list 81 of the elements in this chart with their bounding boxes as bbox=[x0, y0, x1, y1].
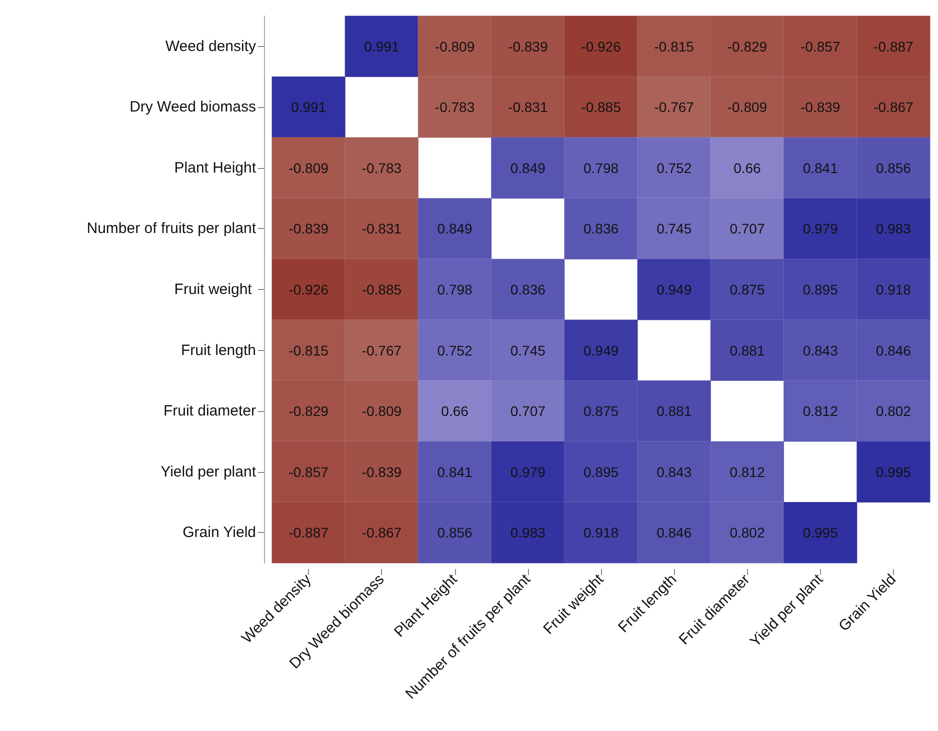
data-label: 0.846 bbox=[876, 342, 912, 358]
data-label: 0.843 bbox=[656, 464, 692, 480]
data-label: 0.918 bbox=[876, 282, 912, 298]
data-label: -0.887 bbox=[288, 524, 329, 541]
data-label: -0.815 bbox=[654, 38, 694, 54]
data-label: 0.843 bbox=[802, 342, 838, 358]
data-label: -0.831 bbox=[362, 220, 402, 237]
data-label: 0.812 bbox=[802, 403, 838, 420]
data-label: -0.829 bbox=[727, 38, 768, 54]
data-label: 0.991 bbox=[364, 38, 400, 54]
data-label: 0.995 bbox=[802, 524, 838, 541]
data-label: 0.979 bbox=[802, 220, 838, 237]
data-label: 0.752 bbox=[437, 342, 472, 358]
data-label: 0.991 bbox=[291, 99, 326, 116]
data-label: -0.809 bbox=[288, 160, 329, 176]
data-label: 0.846 bbox=[656, 524, 692, 541]
data-label: 0.875 bbox=[583, 403, 619, 420]
data-label: 0.983 bbox=[510, 524, 546, 541]
data-label: 0.707 bbox=[730, 220, 765, 237]
data-label: 0.849 bbox=[510, 160, 546, 176]
data-label: 0.849 bbox=[437, 220, 472, 237]
data-label: -0.839 bbox=[288, 220, 329, 237]
y-tick-label: Fruit weight bbox=[174, 281, 256, 298]
data-label: -0.783 bbox=[362, 160, 402, 176]
data-label: -0.767 bbox=[362, 342, 402, 358]
data-label: -0.767 bbox=[654, 99, 694, 116]
data-label: 0.745 bbox=[656, 220, 692, 237]
y-tick-label: Dry Weed biomass bbox=[130, 98, 256, 116]
data-label: -0.809 bbox=[362, 403, 402, 420]
data-label: 0.979 bbox=[510, 464, 546, 480]
data-label: 0.856 bbox=[437, 524, 472, 541]
y-tick-label: Fruit diameter bbox=[163, 402, 256, 420]
data-label: 0.881 bbox=[656, 403, 692, 420]
data-label: -0.926 bbox=[581, 38, 622, 54]
data-label: -0.887 bbox=[874, 38, 914, 54]
data-label: 0.949 bbox=[656, 282, 692, 298]
data-label: 0.841 bbox=[437, 464, 472, 480]
data-label: -0.839 bbox=[508, 38, 548, 54]
data-label: 0.66 bbox=[441, 403, 469, 420]
data-label: -0.829 bbox=[288, 403, 329, 420]
data-label: -0.867 bbox=[362, 524, 402, 541]
data-label: 0.836 bbox=[583, 220, 619, 237]
y-tick-label: Plant Height bbox=[174, 159, 257, 176]
data-label: -0.839 bbox=[362, 464, 402, 480]
y-tick-label: Grain Yield bbox=[182, 524, 256, 542]
data-label: 0.812 bbox=[730, 464, 765, 480]
data-label: 0.66 bbox=[734, 160, 762, 176]
data-label: -0.815 bbox=[288, 342, 329, 358]
data-label: 0.802 bbox=[876, 403, 912, 420]
data-label: -0.809 bbox=[727, 99, 768, 116]
data-label: -0.885 bbox=[362, 282, 402, 298]
data-label: 0.802 bbox=[730, 524, 765, 541]
data-label: 0.745 bbox=[510, 342, 546, 358]
y-tick-label: Number of fruits per plant bbox=[86, 220, 257, 238]
data-label: 0.881 bbox=[730, 342, 765, 358]
data-label: 0.995 bbox=[876, 464, 912, 480]
data-label: -0.885 bbox=[581, 99, 622, 116]
data-label: 0.752 bbox=[656, 160, 692, 176]
data-label: 0.983 bbox=[876, 220, 912, 237]
data-label: -0.831 bbox=[508, 99, 548, 116]
data-label: 0.949 bbox=[583, 342, 619, 358]
data-label: 0.875 bbox=[730, 282, 765, 298]
data-label: -0.867 bbox=[874, 99, 914, 116]
data-label: 0.798 bbox=[437, 282, 472, 298]
y-tick-label: Weed density bbox=[165, 38, 256, 55]
data-label: -0.857 bbox=[800, 38, 840, 54]
data-label: 0.856 bbox=[876, 160, 912, 176]
data-label: -0.783 bbox=[434, 99, 475, 116]
data-label: 0.836 bbox=[510, 282, 546, 298]
data-label: 0.707 bbox=[510, 403, 546, 420]
data-label: -0.857 bbox=[288, 464, 329, 480]
data-label: -0.926 bbox=[288, 282, 329, 298]
data-label: 0.895 bbox=[802, 282, 838, 298]
data-label: -0.839 bbox=[800, 99, 840, 116]
data-label: -0.809 bbox=[434, 38, 475, 54]
data-label: 0.798 bbox=[583, 160, 619, 176]
data-label: 0.895 bbox=[583, 464, 619, 480]
y-tick-label: Fruit length bbox=[180, 342, 256, 359]
data-label: 0.841 bbox=[802, 160, 838, 176]
data-label: 0.918 bbox=[583, 524, 619, 541]
y-tick-label: Yield per plant bbox=[160, 463, 257, 480]
